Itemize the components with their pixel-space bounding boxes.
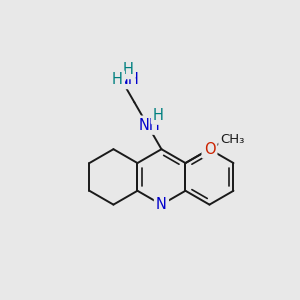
Text: CH₃: CH₃ bbox=[220, 133, 244, 146]
Text: NH: NH bbox=[138, 118, 160, 133]
Text: H: H bbox=[153, 108, 164, 123]
Text: H: H bbox=[112, 72, 123, 87]
Text: N: N bbox=[156, 197, 167, 212]
Text: NH: NH bbox=[117, 72, 139, 87]
Text: O: O bbox=[204, 142, 215, 157]
Text: H: H bbox=[123, 62, 134, 77]
